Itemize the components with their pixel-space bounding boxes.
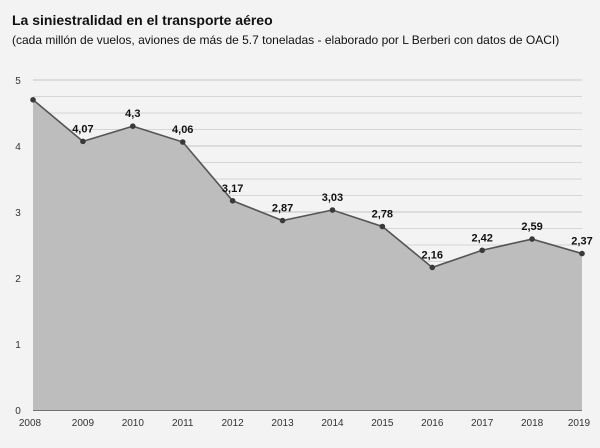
data-point: [429, 264, 436, 271]
y-axis-ticks: 0 1 2 3 4 5: [15, 76, 21, 417]
x-tick-label: 2019: [568, 418, 591, 429]
data-label: 2,87: [272, 203, 293, 215]
data-label: 4,06: [172, 124, 193, 136]
area-fill: [33, 99, 582, 411]
data-point: [579, 250, 585, 257]
x-tick-label: 2009: [72, 418, 95, 429]
data-point: [179, 139, 186, 145]
data-point: [279, 217, 286, 224]
y-tick-label: 2: [15, 274, 21, 285]
x-tick-label: 2014: [321, 418, 344, 429]
data-point: [130, 123, 136, 129]
data-point: [229, 197, 236, 204]
data-point: [80, 138, 86, 145]
data-label: 2,16: [422, 249, 443, 261]
data-label: 2,78: [372, 209, 393, 221]
x-tick-label: 2012: [222, 418, 245, 429]
y-tick-label: 0: [15, 406, 21, 417]
data-label: 4,3: [125, 108, 140, 120]
x-tick-label: 2008: [19, 418, 42, 429]
data-point: [329, 207, 336, 213]
x-axis-ticks: 2008 2009 2010 2011 2012 2013 2014 2015 2016 2017…: [19, 418, 591, 429]
data-label: 4,07: [72, 123, 93, 135]
chart-title: La siniestralidad en el transporte aéreo: [12, 12, 273, 28]
x-tick-label: 2013: [271, 418, 294, 429]
data-points: [30, 97, 585, 271]
x-tick-label: 2011: [172, 418, 194, 429]
x-tick-label: 2015: [371, 418, 394, 429]
x-tick-label: 2016: [421, 418, 444, 429]
y-tick-label: 5: [15, 76, 21, 87]
y-tick-label: 3: [15, 208, 21, 219]
data-point: [379, 223, 386, 230]
y-tick-label: 4: [15, 142, 21, 153]
data-point: [30, 97, 36, 103]
data-point: [529, 236, 535, 242]
chart-subtitle: (cada millón de vuelos, aviones de más d…: [12, 33, 560, 47]
y-tick-label: 1: [15, 340, 21, 351]
data-labels: 4,07 4,3 4,06 3,17 2,87 3,03 2,78 2,16 2,42 2,59 2…: [72, 108, 593, 261]
x-tick-label: 2018: [521, 418, 544, 429]
data-label: 2,59: [521, 221, 542, 233]
data-label: 3,03: [322, 192, 343, 204]
data-label: 3,17: [222, 183, 243, 195]
data-label: 2,37: [571, 236, 592, 248]
x-tick-label: 2010: [122, 418, 145, 429]
series-line: [32, 99, 583, 269]
x-tick-label: 2017: [471, 418, 494, 429]
data-label: 2,42: [471, 232, 492, 244]
data-point: [479, 247, 485, 254]
